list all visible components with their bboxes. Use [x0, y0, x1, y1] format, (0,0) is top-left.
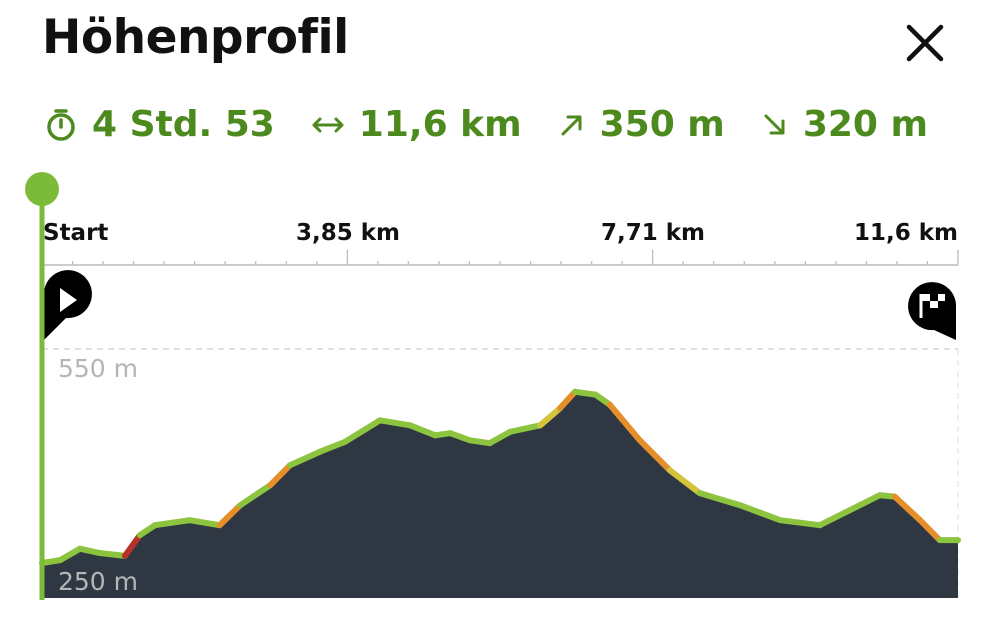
x-tick-label: 3,85 km [296, 220, 400, 246]
position-cursor-handle[interactable] [25, 172, 59, 206]
profile-segment [216, 502, 244, 529]
y-tick-label: 250 m [58, 567, 138, 596]
x-tick-label: Start [43, 220, 108, 246]
arrow-up-right-icon [561, 115, 582, 135]
profile-segment [891, 493, 924, 524]
profile-segment [237, 482, 274, 509]
profile-segment [666, 467, 703, 497]
profile-segment [537, 405, 564, 429]
descent-stat: 320 m [761, 104, 928, 145]
ascent-value: 350 m [599, 104, 725, 145]
profile-segment [737, 502, 784, 524]
finish-flag-icon[interactable] [908, 282, 957, 340]
profile-segment [917, 517, 943, 544]
ascent-stat: 350 m [558, 104, 725, 145]
profile-segment [342, 417, 383, 445]
distance-stat: 11,6 km [311, 104, 522, 145]
y-tick-label: 550 m [58, 354, 138, 383]
profile-segment [136, 522, 158, 539]
close-icon[interactable] [904, 22, 946, 64]
x-tick-label: 11,6 km [854, 220, 958, 246]
profile-segment [76, 545, 103, 557]
profile-segment [557, 388, 579, 412]
profile-segment [316, 438, 349, 455]
start-play-icon[interactable] [44, 270, 92, 340]
elevation-area [42, 391, 958, 598]
distance-value: 11,6 km [358, 104, 522, 145]
elevation-chart[interactable]: Start 3,85 km 7,71 km 11,6 km 550 m 250 … [0, 160, 1000, 624]
profile-segment [777, 517, 823, 529]
profile-segment [286, 448, 323, 469]
profile-segment [186, 517, 223, 529]
profile-segment [846, 492, 883, 514]
stats-row: 4 Std. 53 11,6 km 350 m 320 m [44, 104, 928, 145]
profile-segment [447, 430, 473, 444]
profile-segment [57, 545, 83, 564]
x-tick-label: 7,71 km [601, 220, 705, 246]
duration-value: 4 Std. 53 [92, 104, 275, 145]
profile-segment [466, 437, 493, 447]
page-title: Höhenprofil [42, 10, 349, 65]
profile-segment [376, 417, 413, 429]
profile-segment [39, 557, 64, 566]
profile-segment [816, 507, 853, 529]
profile-segment [606, 401, 643, 444]
profile-segment [406, 422, 439, 439]
profile-segment [507, 422, 544, 435]
profile-segment [572, 388, 599, 398]
profile-segment [486, 428, 514, 447]
horizontal-arrows-icon [312, 117, 344, 132]
profile-segment [96, 550, 128, 559]
profile-segment [121, 532, 143, 559]
profile-segment [696, 490, 744, 509]
profile-segment [151, 517, 193, 529]
arrow-down-right-icon [764, 114, 785, 134]
stopwatch-icon [47, 108, 75, 141]
descent-value: 320 m [802, 104, 929, 145]
duration-stat: 4 Std. 53 [44, 104, 275, 145]
profile-segment [267, 462, 293, 489]
profile-segment [636, 437, 673, 474]
